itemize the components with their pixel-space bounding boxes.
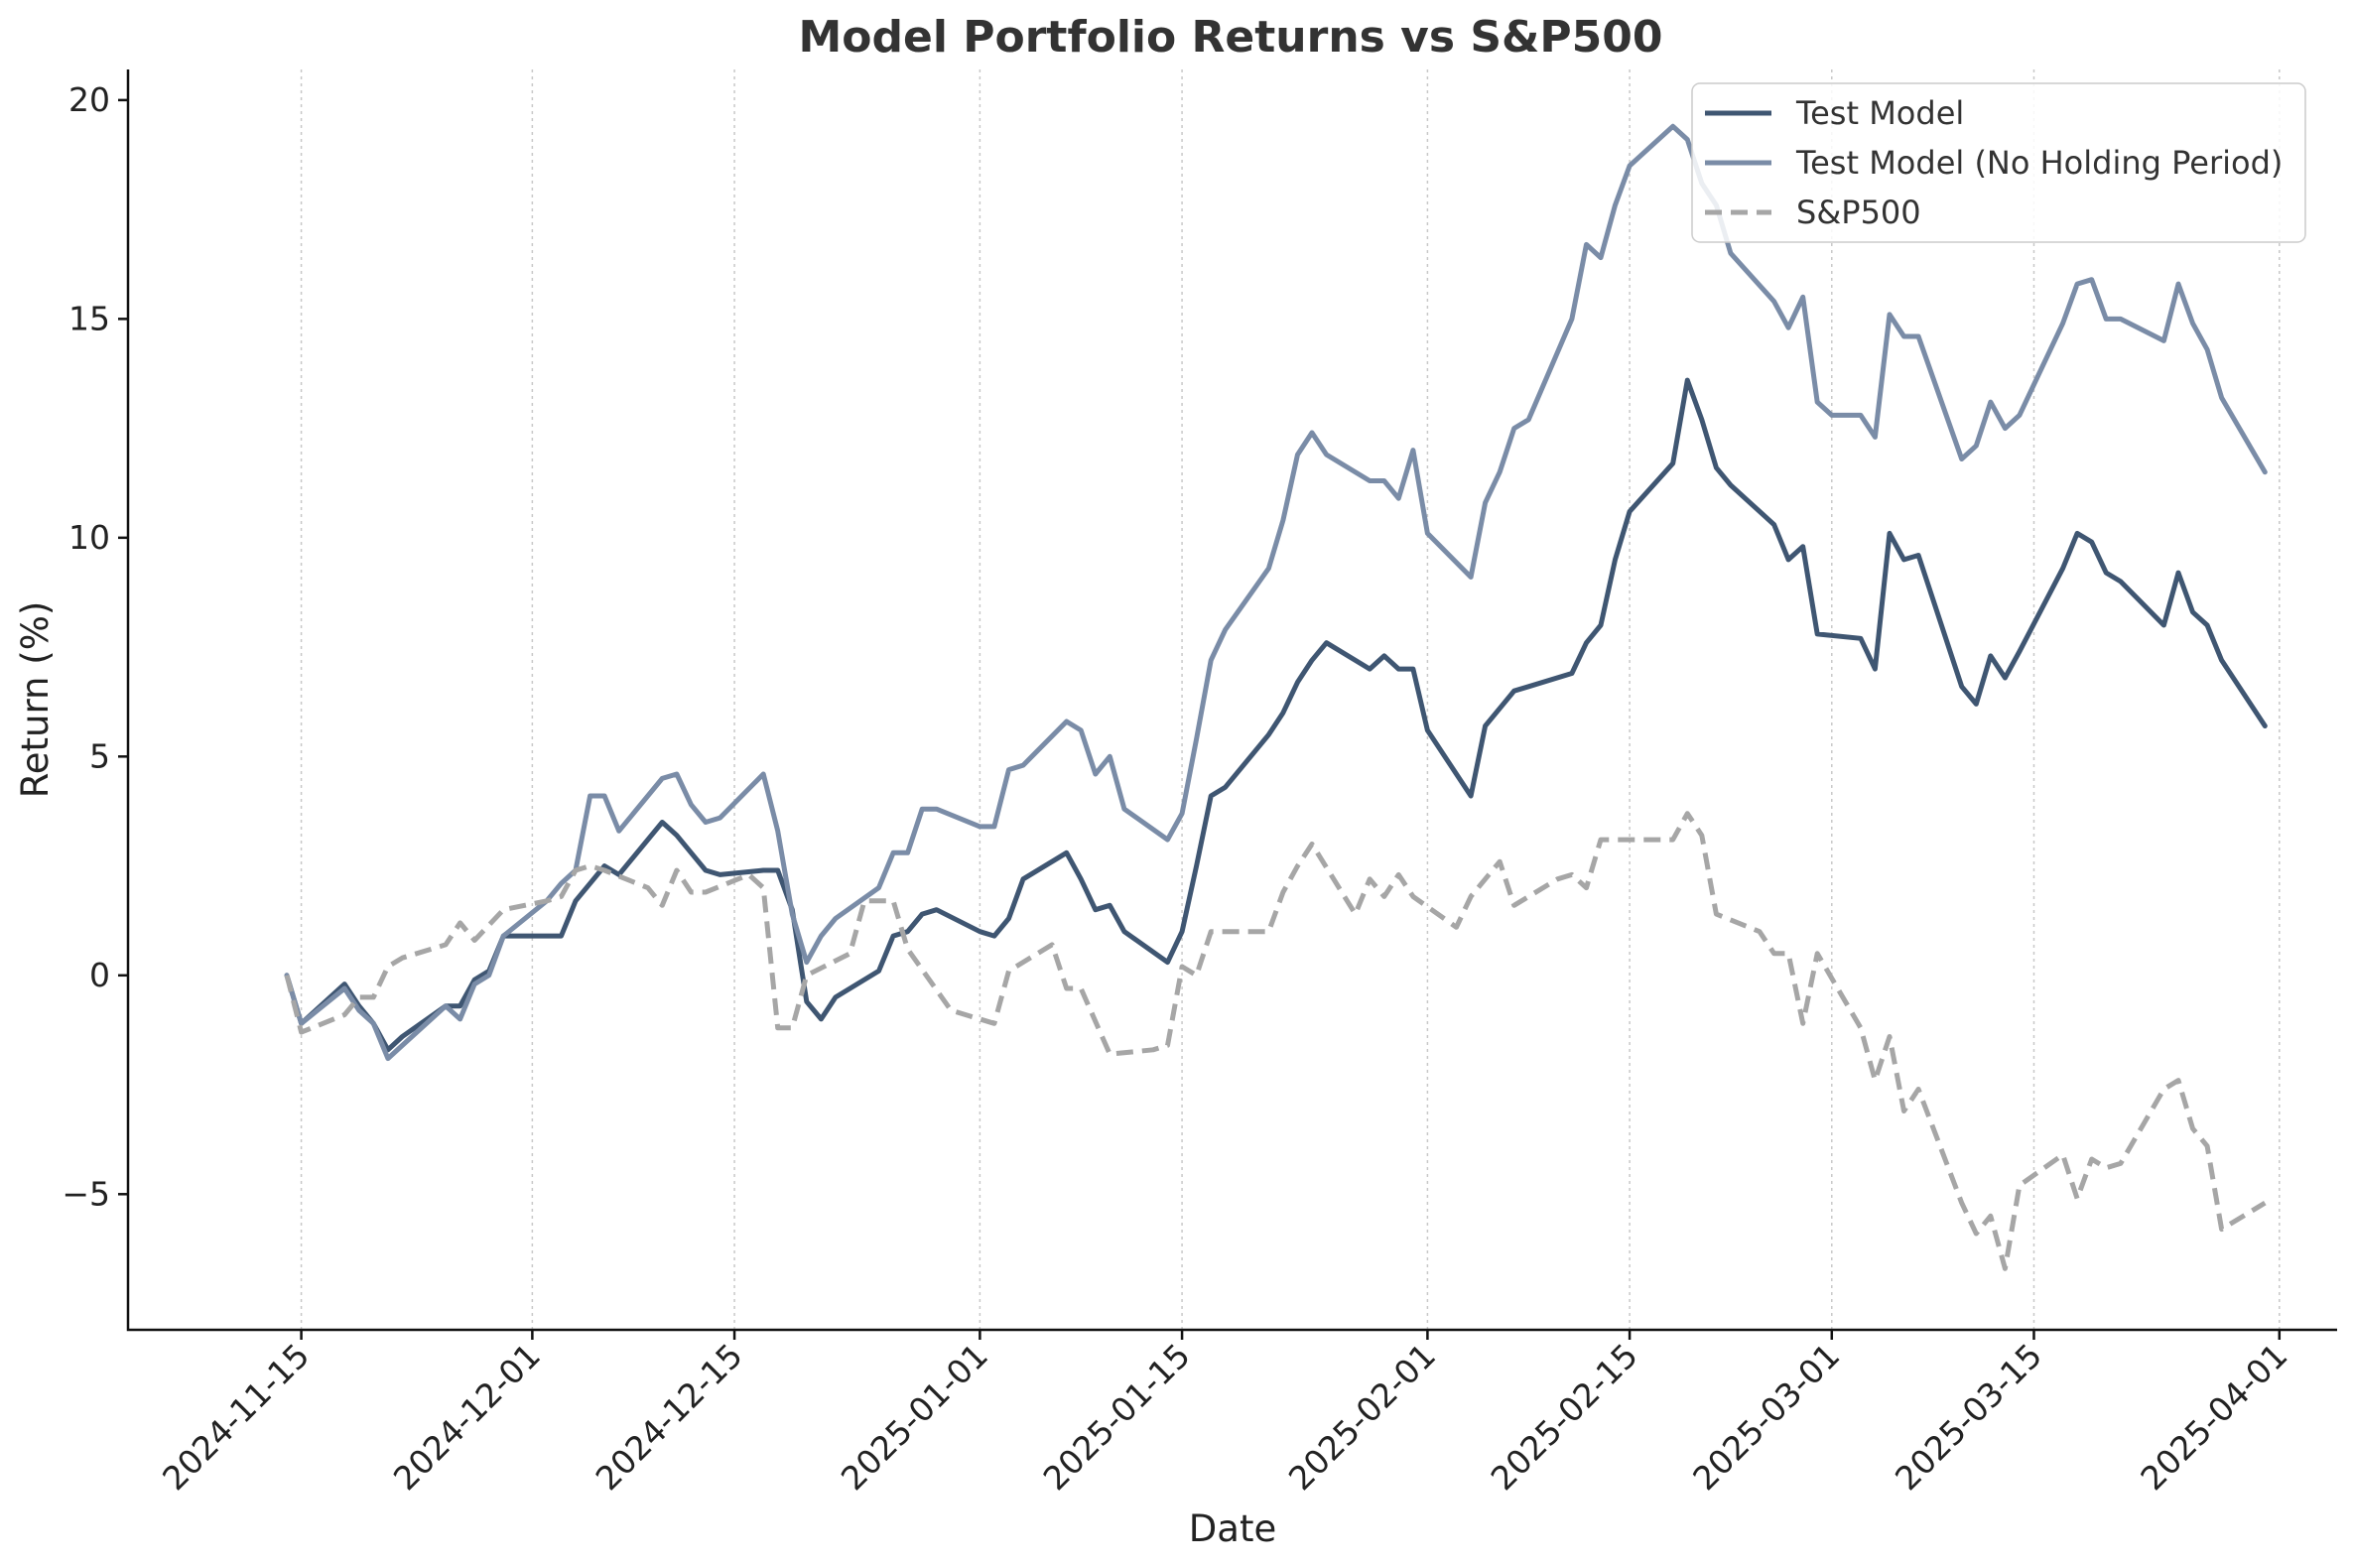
y-tick-label: 15: [68, 299, 110, 337]
legend-box: [1691, 82, 2306, 243]
plot-area: [284, 123, 2268, 1271]
legend-label: S&P500: [1796, 194, 1921, 231]
y-tick-label: 10: [68, 518, 110, 557]
legend: Test Model Test Model (No Holding Period)…: [1691, 82, 2306, 243]
series-line-2: [284, 123, 2268, 1062]
axis-spines: [126, 69, 2337, 1332]
series-line-3: [284, 811, 2267, 1271]
y-tick-label: 20: [68, 80, 110, 119]
y-axis: −5 0 5 10 15 20: [62, 80, 128, 1213]
legend-label: Test Model: [1795, 94, 1964, 132]
chart-title: Model Portfolio Returns vs S&P500: [799, 12, 1663, 63]
grid-lines: [300, 69, 2281, 1330]
y-axis-label: Return (%): [14, 601, 57, 799]
legend-label: Test Model (No Holding Period): [1795, 144, 2283, 182]
x-axis-label: Date: [1189, 1507, 1276, 1550]
series-line-1: [284, 377, 2268, 1053]
y-tick-label: −5: [62, 1174, 110, 1213]
y-tick-label: 5: [89, 736, 110, 775]
y-tick-label: 0: [89, 956, 110, 994]
